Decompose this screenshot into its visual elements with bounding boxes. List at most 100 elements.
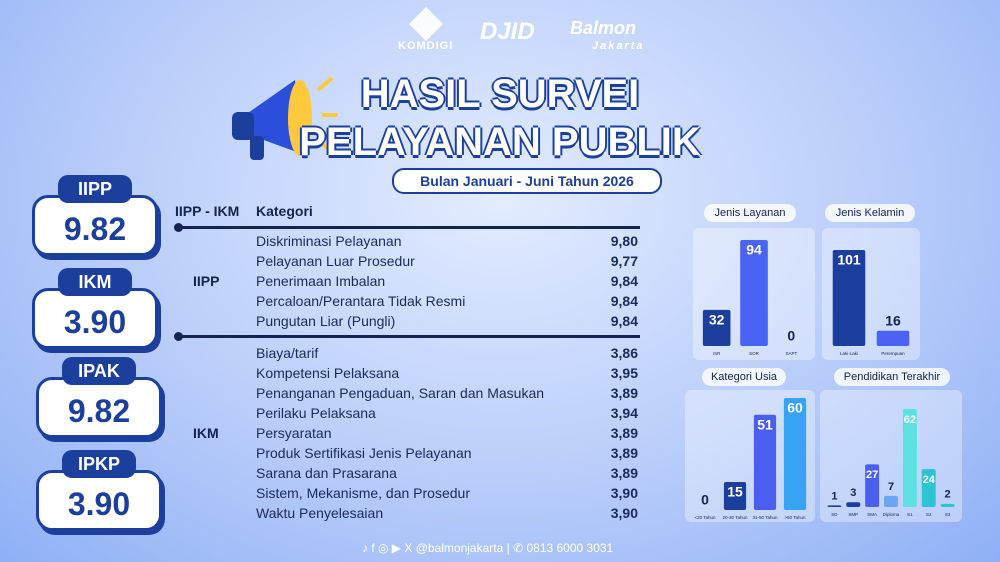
- divider-dot: [174, 223, 183, 232]
- table-header: IIPP - IKM: [175, 203, 240, 219]
- category: Pelayanan Luar Prosedur: [256, 253, 415, 269]
- category: Sarana dan Prasarana: [256, 465, 397, 481]
- category: Produk Sertifikasi Jenis Pelayanan: [256, 445, 472, 461]
- separator: | ✆: [506, 541, 527, 555]
- chart-title-pill: [825, 204, 915, 222]
- title: HASIL SURVEI: [360, 72, 640, 116]
- score: 9,84: [610, 313, 638, 329]
- table-header: Kategori: [256, 203, 313, 219]
- subtitle: Bulan Januari - Juni Tahun 2026: [392, 168, 662, 194]
- category-label: S1: [907, 512, 913, 517]
- card-label: IKM: [58, 268, 132, 296]
- value-label: 0: [701, 492, 709, 508]
- bar: [902, 409, 917, 507]
- value-label: 2: [945, 489, 951, 501]
- category-label: SD: [831, 512, 838, 517]
- value-label: 7: [888, 481, 894, 493]
- score: 9,84: [610, 273, 638, 289]
- group-label: IIPP: [193, 273, 220, 289]
- logo-text: KOMDIGI: [398, 40, 454, 52]
- bar: [723, 482, 747, 510]
- bar: [702, 309, 731, 346]
- category: Perilaku Pelaksana: [256, 405, 376, 421]
- card-value: 3.90: [36, 470, 162, 531]
- logo-text: DJID: [480, 18, 535, 45]
- category: Sistem, Mekanisme, dan Prosedur: [256, 485, 470, 501]
- category-label: SOR: [749, 351, 760, 356]
- chart-title: Jenis Layanan: [715, 207, 786, 219]
- bar: [940, 503, 955, 507]
- category-label: Laki-Laki: [840, 351, 858, 356]
- bar: [884, 495, 898, 507]
- value-label: 16: [885, 312, 901, 328]
- category-label: Diploma: [883, 512, 900, 517]
- divider: [178, 335, 640, 338]
- score: 3,89: [610, 385, 638, 401]
- bar: [876, 330, 910, 346]
- score: 9,77: [610, 253, 638, 269]
- logo-text: Jakarta: [592, 40, 645, 52]
- value-label: 24: [923, 474, 936, 486]
- value-label: 27: [866, 469, 878, 481]
- value-label: 3: [850, 487, 856, 499]
- card-value: 3.90: [32, 288, 158, 349]
- phone: 0813 6000 3031: [526, 541, 614, 555]
- category-label: >50 Tahun: [784, 515, 806, 520]
- score: 3,89: [610, 445, 638, 461]
- score: 3,95: [610, 365, 638, 381]
- bar: [921, 469, 936, 507]
- value-label: 1: [831, 490, 837, 502]
- score: 3,89: [610, 465, 638, 481]
- chart-title-pill: [704, 204, 796, 222]
- category: Biaya/tarif: [256, 345, 319, 361]
- chart-title: Pendidikan Terakhir: [844, 371, 941, 383]
- social-handle: @balmonjakarta: [415, 541, 504, 555]
- category-label: SMA: [867, 512, 877, 517]
- category-label: ISR: [713, 351, 721, 356]
- footer: ♪ f ◎ ▶ X @balmonjakarta | ✆ 0813 6000 3…: [362, 541, 613, 555]
- category: Percaloan/Perantara Tidak Resmi: [256, 293, 466, 309]
- divider: [178, 226, 640, 229]
- social-icons: ♪ f ◎ ▶ X: [362, 541, 416, 555]
- card-label: IPKP: [62, 450, 136, 478]
- score: 9,80: [610, 233, 638, 249]
- category: Pungutan Liar (Pungli): [256, 313, 396, 329]
- score: 3,90: [610, 485, 638, 501]
- category-label: S3: [945, 512, 951, 517]
- bar: [753, 414, 777, 510]
- score: 3,89: [610, 425, 638, 441]
- score: 9,84: [610, 293, 638, 309]
- score: 3,86: [610, 345, 638, 361]
- bar: [827, 505, 842, 507]
- score: 3,94: [610, 405, 638, 421]
- card-label: IPAK: [62, 357, 136, 385]
- chart-title: Kategori Usia: [711, 371, 778, 383]
- value-label: 101: [837, 252, 861, 268]
- chart-title-pill: [834, 368, 950, 386]
- chart-panel: [685, 390, 815, 522]
- category-label: 31-50 Tahun: [753, 515, 778, 520]
- category: Penanganan Pengaduan, Saran dan Masukan: [256, 385, 545, 401]
- category: Waktu Penyelesaian: [256, 505, 384, 521]
- logo-text: Balmon: [570, 18, 637, 38]
- value-label: 60: [787, 400, 803, 416]
- chart-title-pill: [702, 368, 786, 386]
- chart-title: Jenis Kelamin: [836, 207, 904, 219]
- title: PELAYANAN PUBLIK: [299, 120, 701, 164]
- category: Persyaratan: [256, 425, 332, 441]
- category-label: <20 Tahun: [694, 515, 716, 520]
- category: Kompetensi Pelaksana: [256, 365, 400, 381]
- bar: [865, 464, 880, 507]
- card-label: IIPP: [58, 175, 132, 203]
- category: Penerimaan Imbalan: [256, 273, 386, 289]
- category: Diskriminasi Pelayanan: [256, 233, 402, 249]
- category-label: SMP: [848, 512, 858, 517]
- score: 3,90: [610, 505, 638, 521]
- bar: [740, 240, 768, 346]
- value-label: 62: [904, 414, 916, 426]
- megaphone-icon: [232, 76, 338, 160]
- value-label: 94: [746, 242, 762, 258]
- value-label: 15: [727, 484, 743, 500]
